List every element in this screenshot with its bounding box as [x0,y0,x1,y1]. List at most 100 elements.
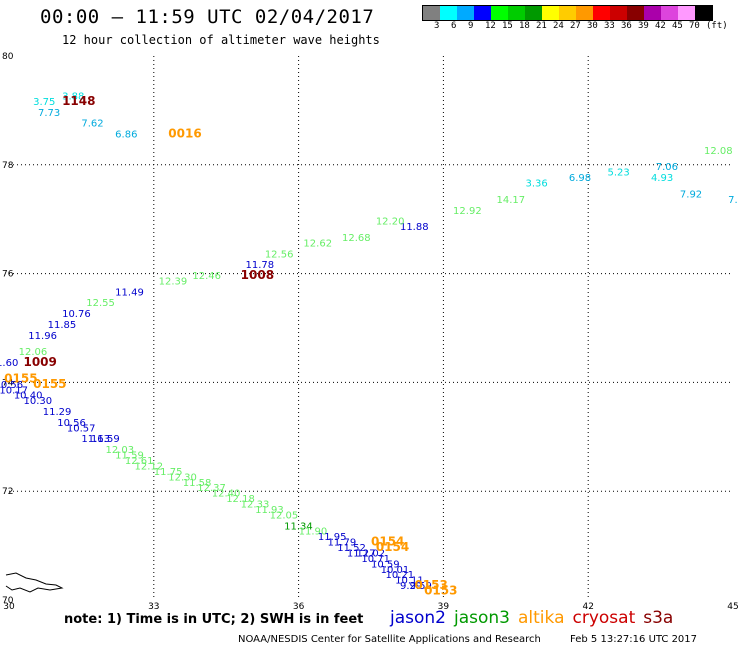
color-swatch [661,6,678,20]
y-tick-label: 76 [2,270,14,280]
wave-height-label: 7. [728,195,738,206]
wave-height-label: 12.06 [19,347,48,358]
wave-height-label: 11.49 [115,287,144,298]
wave-height-label: 11.58 [183,478,212,489]
y-tick-label: 72 [2,487,13,497]
color-scale-label: 12 [485,21,496,31]
wave-height-label: 7.92 [680,189,702,200]
time-label: 1148 [62,94,95,108]
color-scale-label: 3 [434,21,440,31]
wave-height-label: 4.93 [651,173,673,184]
color-swatch [576,6,593,20]
wave-height-label: 11.59 [115,451,144,462]
y-tick-label: 70 [2,596,14,606]
satellite-legend-item: s3a [643,608,674,628]
color-swatch [593,6,610,20]
color-swatch [491,6,508,20]
wave-height-label: 10.57 [67,423,96,434]
wave-height-label: 10.71 [361,554,390,565]
wave-height-label: 3.36 [525,179,547,190]
x-tick-label: 45 [727,602,738,612]
color-scale-label: 15 [502,21,513,31]
x-tick-label: 42 [582,602,593,612]
satellite-legend-item: jason2 [390,608,446,628]
coastline-shape [5,572,64,593]
color-scale-label: 9 [468,21,474,31]
color-swatch [644,6,661,20]
wave-height-label: 9.59 [410,581,432,592]
x-tick-label: 33 [148,602,159,612]
wave-height-label: 14.17 [496,195,525,206]
wave-height-label: 10.17 [0,385,28,396]
credit-timestamp: Feb 5 13:27:16 UTC 2017 [570,634,698,645]
wave-height-label: 12.05 [270,510,299,521]
wave-height-label: 10.30 [23,396,52,407]
wave-height-label: 10.56 [57,418,86,429]
color-swatch [695,6,712,20]
color-scale-label: 18 [519,21,530,31]
credit-text: NOAA/NESDIS Center for Satellite Applica… [238,634,541,645]
color-swatch [678,6,695,20]
wave-height-label: 12.46 [192,271,221,282]
wave-height-label: 12.68 [342,233,371,244]
color-scale-label: 70 [689,21,700,31]
time-label: 0154 [371,535,404,549]
wave-height-label: 7.06 [656,162,678,173]
wave-height-label: 12.56 [265,249,294,260]
time-label: 0155 [33,377,66,391]
credit-line: NOAA/NESDIS Center for Satellite Applica… [238,634,723,645]
wave-height-label: 3.75 [33,97,55,108]
time-label: 0153 [424,584,457,598]
wave-height-label: 10.56 [0,380,23,391]
footer-note: note: 1) Time is in UTC; 2) SWH is in fe… [64,612,364,627]
wave-height-label: 12.55 [86,298,115,309]
color-scale-label: 6 [451,21,457,31]
color-swatch [423,6,440,20]
wave-height-label: 11.85 [48,320,77,331]
color-scale-label: 27 [570,21,581,31]
wave-height-label: 11.96 [28,331,57,342]
wave-height-label: 10.76 [62,309,91,320]
y-tick-label: 74 [2,378,14,388]
color-swatch [559,6,576,20]
satellite-legend-item: cryosat [572,608,636,628]
wave-height-label: 10.01 [381,565,410,576]
color-swatch [508,6,525,20]
color-scale-label: 39 [638,21,649,31]
wave-height-label: 11.63 [81,434,110,445]
wave-height-label: 6.98 [569,173,591,184]
wave-height-label: 12.03 [106,445,135,456]
wave-height-label: 11.59 [91,434,120,445]
color-swatch [525,6,542,20]
time-label: 1008 [241,268,274,282]
color-scale-label: 33 [604,21,615,31]
wave-height-label: 12.20 [376,217,405,228]
x-tick-label: 30 [3,602,15,612]
wave-height-label: 11.79 [328,538,357,549]
time-label: 0154 [376,540,409,554]
wave-height-label: 11.29 [43,407,72,418]
color-scale-label: (ft) [706,21,728,31]
time-label: 0155 [4,371,37,385]
wave-height-label: 10.21 [385,570,414,581]
color-scale-label: 36 [621,21,632,31]
wave-height-label: 11.60 [0,358,18,369]
wave-height-label: 11.90 [299,527,328,538]
color-scale-bar [422,5,713,21]
wave-height-label: 11.02 [357,548,386,559]
x-tick-label: 39 [438,602,450,612]
wave-height-label: 11.52 [337,543,366,554]
wave-height-label: 10.59 [371,559,400,570]
chart-subtitle: 12 hour collection of altimeter wave hei… [62,33,380,47]
wave-height-label: 12.18 [226,494,255,505]
color-swatch [440,6,457,20]
wave-height-label: 5.23 [608,168,630,179]
wave-height-label: 12.37 [197,483,226,494]
wave-height-label: 12.33 [241,500,270,511]
wave-height-label: 3.88 [62,92,84,103]
color-scale-label: 45 [672,21,683,31]
wave-height-label: 11.88 [400,222,429,233]
color-scale-label: 30 [587,21,598,31]
wave-height-label: 12.39 [159,276,188,287]
